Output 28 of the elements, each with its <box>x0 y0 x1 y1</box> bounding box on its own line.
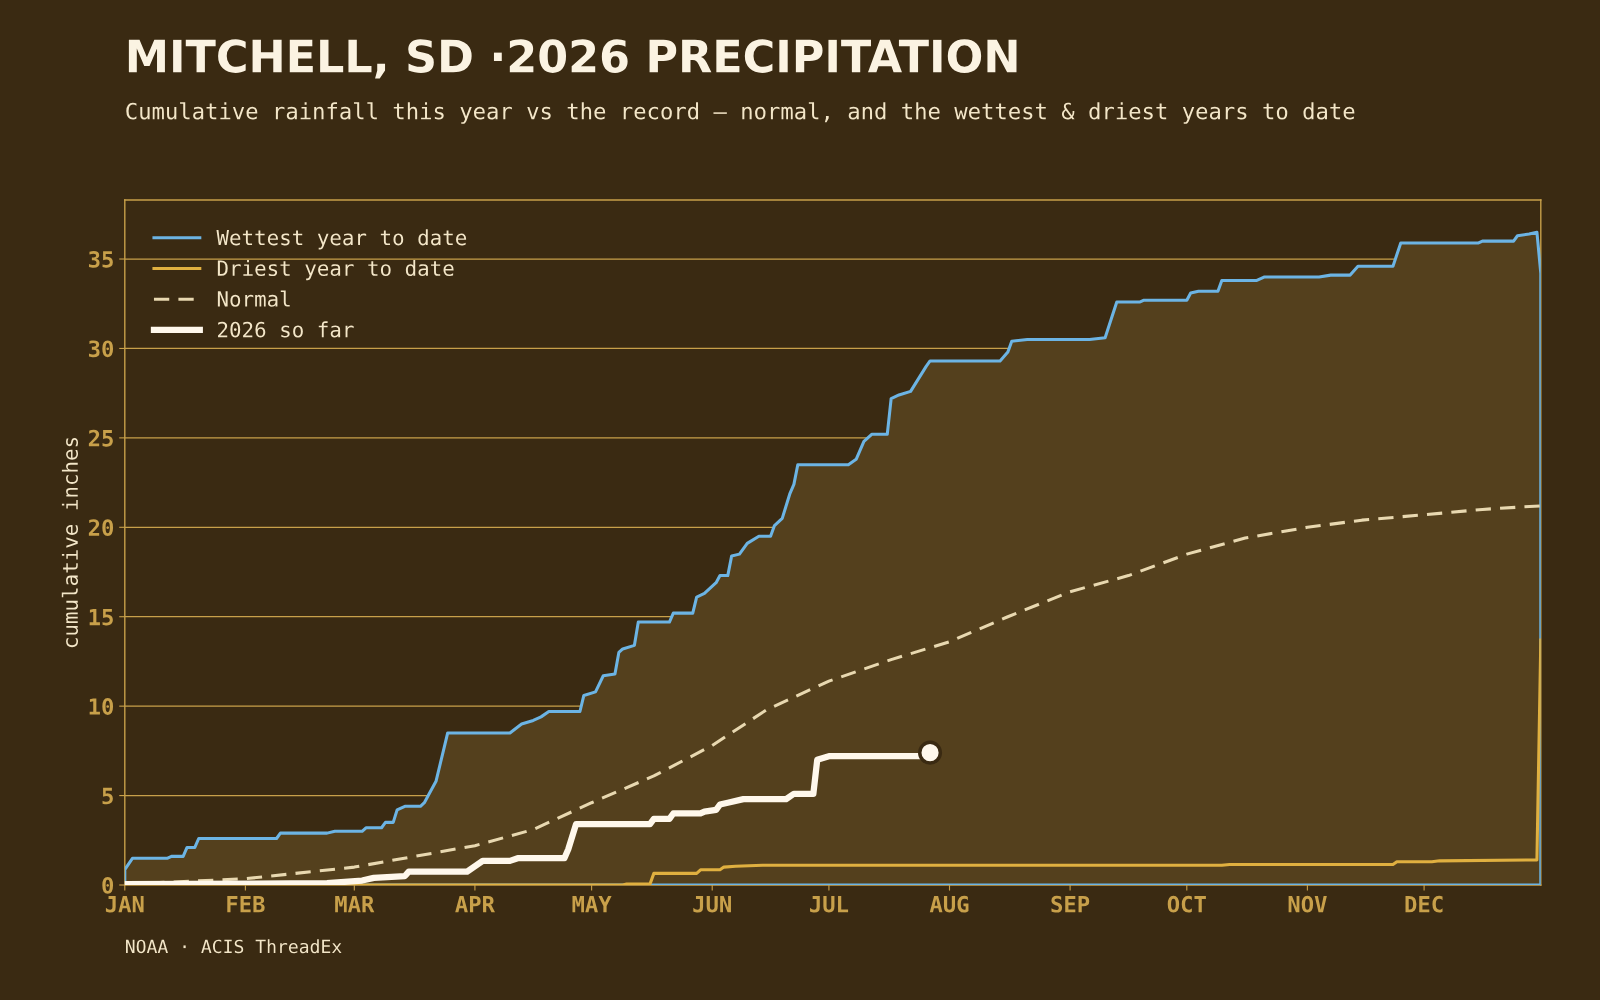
x-tick-label: OCT <box>1167 895 1206 913</box>
chart-title: MITCHELL, SD ·2026 PRECIPITATION <box>128 39 1017 79</box>
y-tick-label: 35 <box>88 250 113 268</box>
y-tick-label: 0 <box>102 876 114 894</box>
x-tick-label: APR <box>455 896 495 913</box>
x-tick-label: AUG <box>929 895 969 913</box>
x-tick-label: DEC <box>1405 895 1443 913</box>
legend-label: 2026 so far <box>218 321 354 338</box>
legend-label: Normal <box>217 290 290 307</box>
x-tick-label: FEB <box>227 896 265 913</box>
y-tick-label: 5 <box>102 787 113 805</box>
x-tick-label: MAY <box>572 896 612 913</box>
text: NOAA · ACIS ThreadEx <box>126 939 342 954</box>
y-tick-label: 15 <box>89 608 113 626</box>
y-tick-label: 25 <box>88 429 113 447</box>
y-tick-label: 10 <box>89 698 114 715</box>
y-tick-label: 30 <box>88 340 114 358</box>
legend-label: Driest year to date <box>217 259 454 281</box>
x-tick-label: JUN <box>693 896 731 913</box>
x-tick-label: MAR <box>335 896 375 913</box>
x-tick-label: SEP <box>1051 895 1090 913</box>
x-tick-label: JAN <box>105 896 144 913</box>
x-tick-label: NOV <box>1288 895 1327 913</box>
legend-label: Wettest year to date <box>216 229 467 250</box>
chart-subtitle: Cumulative rainfall this year vs the record — normal, and the wettest & driest years to date <box>126 102 1355 124</box>
y-axis-title: cumulative inches <box>61 437 79 648</box>
x-tick-label: JUL <box>810 896 849 913</box>
y-tick-label: 20 <box>88 519 114 537</box>
